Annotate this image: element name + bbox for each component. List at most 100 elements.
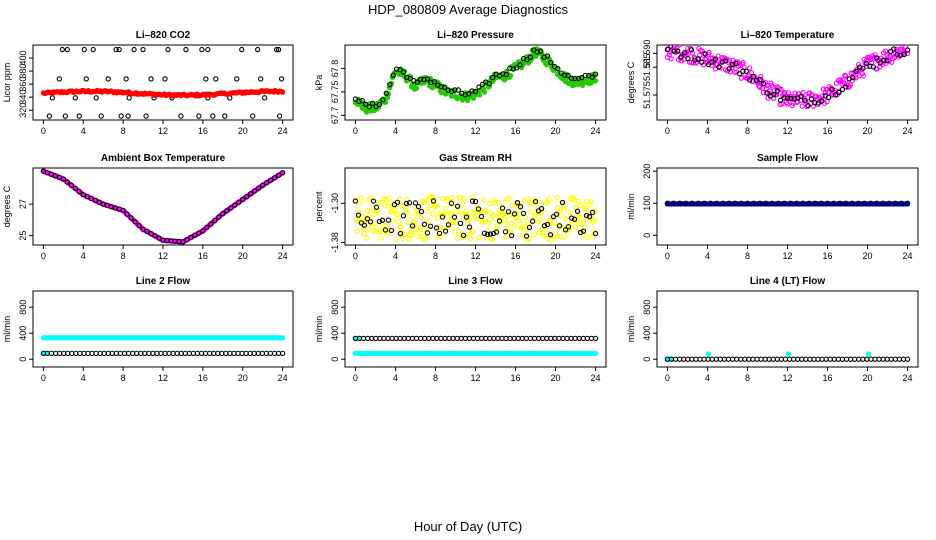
- x-tick-label: 0: [41, 251, 46, 261]
- ambient-avg-point: [267, 177, 274, 183]
- x-tick-label: 16: [823, 126, 833, 136]
- rh-avg-point: [571, 216, 578, 222]
- ambient-avg-point: [252, 188, 258, 194]
- rh-avg-point: [469, 198, 476, 204]
- rh-avg-point: [361, 222, 368, 228]
- rh-point: [463, 208, 469, 215]
- licor-temp-avg-point: [877, 60, 883, 66]
- co2-outliers-point: [183, 46, 189, 53]
- ambient-avg-point: [148, 231, 154, 237]
- x-tick-label: 16: [823, 251, 833, 261]
- co2-outliers-point: [113, 46, 119, 53]
- rh-point: [387, 200, 393, 206]
- panel-5: Gas Stream RH percent 0 4 8 12 16 20 24 -1.38 -1.3…: [314, 153, 607, 261]
- figure-xlabel: Hour of Day (UTC): [414, 519, 522, 534]
- rh-point: [571, 197, 577, 204]
- rh-avg-point: [403, 200, 410, 207]
- rh-point: [376, 199, 382, 205]
- rh-avg-point: [379, 217, 386, 223]
- y-tick-label: 0: [18, 357, 28, 362]
- rh-point: [405, 219, 411, 226]
- x-tick-label: 16: [511, 373, 521, 383]
- licor-temp-avg-point: [716, 64, 722, 70]
- panel-title: Line 3 Flow: [448, 276, 503, 287]
- licor-temp-avg-point: [729, 61, 736, 68]
- rh-point: [406, 236, 412, 242]
- licor-temp-avg-point: [695, 56, 701, 62]
- rh-point: [528, 209, 534, 215]
- pressure-avg-point: [393, 66, 400, 72]
- pressure-avg-point: [503, 71, 510, 78]
- panel-9: Line 4 (LT) Flow ml/min 0 4 8 12 16 20 24 0 400 800: [626, 276, 919, 383]
- licor-temp-avg-point: [798, 93, 804, 99]
- sample-avg-point: [898, 200, 905, 206]
- licor-temp-point: [828, 85, 834, 91]
- co2-outliers-point: [178, 113, 184, 119]
- x-tick-label: 0: [353, 126, 358, 136]
- licor-temp-avg-point: [850, 74, 856, 81]
- licor-temp-point: [871, 54, 877, 60]
- co2-outliers-point: [125, 113, 131, 119]
- rh-point: [552, 231, 559, 237]
- sample-avg-point: [812, 200, 818, 206]
- rh-point: [418, 214, 424, 221]
- sample-avg-point: [794, 200, 800, 206]
- rh-point: [404, 210, 411, 216]
- rh-avg-point: [478, 213, 485, 220]
- rh-avg-point: [481, 230, 488, 236]
- rh-point: [577, 202, 584, 209]
- x-tick-label: 4: [393, 126, 398, 136]
- rh-avg-point: [394, 199, 401, 206]
- panel-4: Ambient Box Temperature degrees C 0 4 8 12 16 2…: [2, 153, 294, 261]
- rh-point: [398, 224, 404, 230]
- rh-point: [558, 213, 564, 219]
- rh-avg-point: [373, 204, 380, 210]
- y-axis-label: kPa: [314, 75, 324, 91]
- co2-outliers-point: [262, 95, 268, 101]
- x-tick-label: 20: [863, 373, 873, 383]
- rh-point: [496, 207, 502, 214]
- licor-temp-avg-point: [843, 84, 849, 90]
- rh-avg-point: [541, 223, 548, 229]
- ambient-avg-point: [224, 208, 230, 214]
- rh-point: [494, 223, 500, 229]
- co2-outliers-point: [148, 76, 154, 82]
- rh-point: [439, 225, 445, 231]
- x-tick-label: 24: [903, 373, 913, 383]
- rh-point: [476, 234, 483, 241]
- ambient-avg-point: [184, 237, 190, 243]
- licor-temp-point: [704, 59, 710, 65]
- licor-temp-avg-point: [839, 86, 846, 93]
- x-tick-label: 12: [782, 373, 792, 383]
- y-tick-label: -1.30: [330, 193, 340, 214]
- co2-outliers-point: [234, 76, 240, 82]
- pressure-avg-point: [572, 75, 578, 82]
- licor-temp-avg-point: [678, 54, 684, 60]
- pressure-avg-point: [387, 81, 393, 88]
- pressure-point: [382, 99, 389, 105]
- rh-point: [567, 210, 573, 216]
- licor-temp-point: [689, 50, 696, 56]
- rh-point: [520, 221, 527, 227]
- pressure-avg-point: [517, 62, 523, 68]
- co2-outliers-point: [258, 76, 264, 82]
- ambient-avg-point: [76, 188, 82, 195]
- rh-point: [470, 229, 476, 235]
- co2-point: [279, 89, 286, 95]
- rh-avg-point: [439, 214, 446, 220]
- rh-point: [372, 220, 379, 227]
- ambient-avg-point: [244, 193, 250, 200]
- pressure-avg-point: [565, 72, 571, 79]
- pressure-point: [481, 89, 488, 95]
- licor-temp-avg-point: [808, 96, 815, 102]
- y-tick-label: 200: [642, 164, 652, 179]
- ambient-avg-point: [152, 233, 158, 239]
- y-axis-label: ml/min: [314, 316, 324, 343]
- rh-point: [483, 208, 489, 214]
- rh-point: [560, 202, 567, 208]
- ambient-avg-point: [68, 182, 74, 188]
- line2-avg-point: [279, 350, 286, 357]
- pressure-avg-point: [544, 53, 551, 59]
- pressure-avg-point: [582, 72, 588, 79]
- sample-avg-point: [874, 200, 880, 206]
